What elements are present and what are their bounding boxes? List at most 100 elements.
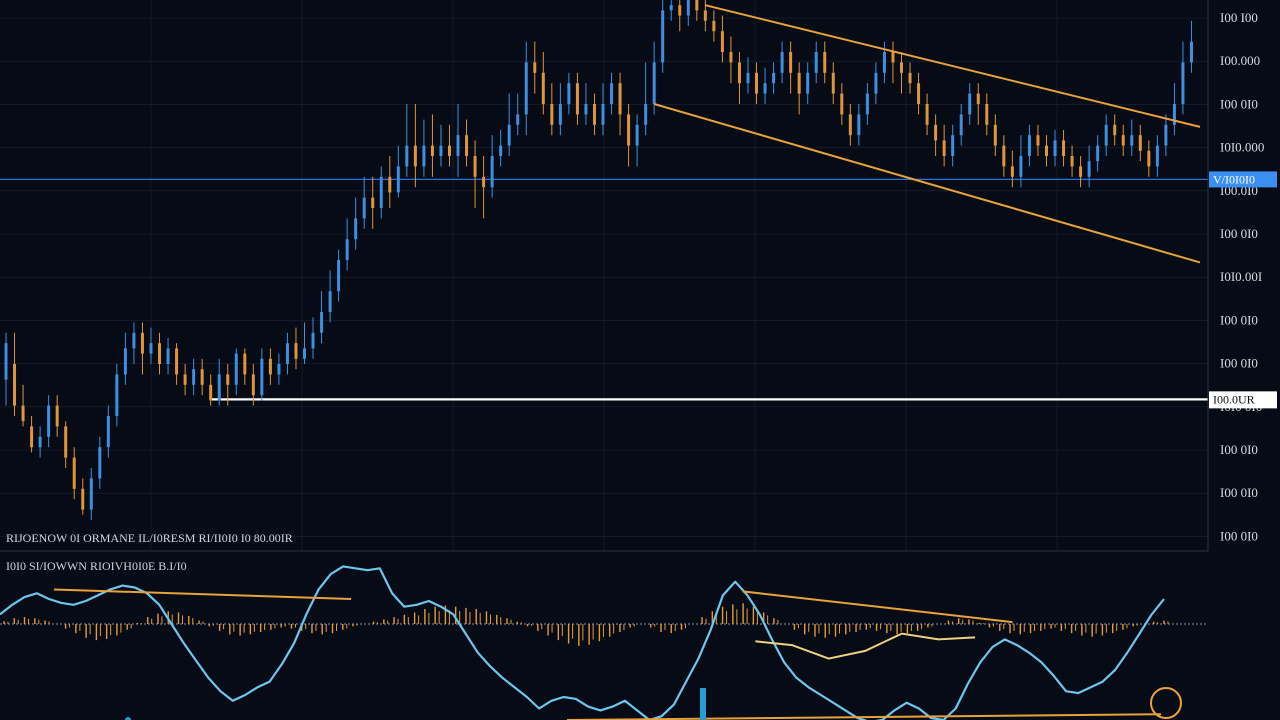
- candle-up[interactable]: [490, 156, 494, 188]
- candle-up[interactable]: [780, 52, 784, 73]
- candle-up[interactable]: [405, 145, 409, 167]
- candle-down[interactable]: [712, 20, 716, 32]
- candle-down[interactable]: [840, 93, 844, 115]
- candle-down[interactable]: [925, 104, 929, 125]
- candle-down[interactable]: [592, 104, 596, 125]
- candle-up[interactable]: [882, 52, 886, 73]
- candle-down[interactable]: [30, 426, 34, 448]
- candle-down[interactable]: [1070, 156, 1074, 167]
- candle-up[interactable]: [1019, 156, 1023, 177]
- candle-up[interactable]: [865, 93, 869, 115]
- candle-down[interactable]: [848, 114, 852, 136]
- candle-down[interactable]: [1044, 145, 1048, 156]
- candle-down[interactable]: [550, 104, 554, 125]
- candle-up[interactable]: [192, 369, 196, 385]
- candle-up[interactable]: [285, 343, 289, 364]
- oscillator-trendline[interactable]: [742, 590, 1013, 624]
- candle-up[interactable]: [311, 332, 315, 349]
- candle-up[interactable]: [277, 364, 281, 375]
- candle-down[interactable]: [1062, 140, 1066, 156]
- candle-up[interactable]: [1104, 124, 1108, 146]
- candle-up[interactable]: [669, 5, 673, 11]
- candle-up[interactable]: [806, 72, 810, 94]
- candle-down[interactable]: [388, 176, 392, 193]
- candle-up[interactable]: [89, 478, 93, 510]
- candle-down[interactable]: [831, 72, 835, 94]
- candle-up[interactable]: [1155, 145, 1159, 167]
- candle-down[interactable]: [294, 343, 298, 359]
- candle-down[interactable]: [158, 343, 162, 364]
- candle-up[interactable]: [601, 104, 605, 125]
- candle-up[interactable]: [1189, 41, 1193, 63]
- candle-up[interactable]: [106, 416, 110, 448]
- candle-down[interactable]: [1010, 166, 1014, 177]
- candle-down[interactable]: [917, 83, 921, 104]
- candle-down[interactable]: [1036, 135, 1040, 146]
- candle-up[interactable]: [328, 291, 332, 312]
- trendline[interactable]: [653, 103, 1201, 264]
- candle-down[interactable]: [55, 405, 59, 427]
- candle-up[interactable]: [567, 83, 571, 104]
- candle-up[interactable]: [1130, 135, 1134, 146]
- candle-up[interactable]: [635, 124, 639, 146]
- candle-down[interactable]: [200, 369, 204, 385]
- candle-down[interactable]: [430, 145, 434, 156]
- candle-down[interactable]: [13, 364, 17, 406]
- candle-down[interactable]: [226, 374, 230, 385]
- candle-up[interactable]: [149, 343, 153, 354]
- candle-up[interactable]: [379, 176, 383, 208]
- candle-up[interactable]: [1096, 145, 1100, 162]
- candle-down[interactable]: [413, 145, 417, 167]
- candle-down[interactable]: [985, 104, 989, 125]
- candle-up[interactable]: [303, 348, 306, 359]
- candle-down[interactable]: [678, 5, 682, 16]
- candle-down[interactable]: [251, 374, 255, 396]
- candle-down[interactable]: [183, 374, 187, 385]
- candle-up[interactable]: [166, 348, 170, 364]
- candle-down[interactable]: [140, 332, 144, 354]
- candle-down[interactable]: [533, 62, 537, 73]
- candle-up[interactable]: [516, 114, 520, 125]
- candle-up[interactable]: [959, 114, 963, 136]
- candlestick-series[interactable]: [4, 0, 1193, 520]
- trendlines[interactable]: [653, 4, 1201, 264]
- candle-down[interactable]: [1138, 135, 1142, 151]
- candle-up[interactable]: [558, 104, 562, 125]
- candle-up[interactable]: [661, 10, 665, 63]
- candle-down[interactable]: [482, 176, 486, 188]
- candle-down[interactable]: [695, 0, 699, 11]
- candle-up[interactable]: [439, 145, 443, 156]
- candle-down[interactable]: [823, 52, 827, 73]
- highlight-circle[interactable]: [1150, 687, 1182, 719]
- signal-line[interactable]: [755, 632, 976, 660]
- candle-down[interactable]: [703, 10, 707, 21]
- candle-up[interactable]: [422, 145, 426, 167]
- candle-down[interactable]: [541, 72, 545, 104]
- candle-down[interactable]: [575, 83, 579, 115]
- candle-down[interactable]: [465, 135, 469, 156]
- trendline[interactable]: [705, 4, 1201, 128]
- candle-up[interactable]: [123, 348, 127, 375]
- candle-up[interactable]: [686, 0, 690, 16]
- candle-down[interactable]: [934, 124, 938, 141]
- candle-down[interactable]: [993, 124, 997, 146]
- candle-up[interactable]: [337, 260, 341, 292]
- candle-up[interactable]: [4, 343, 8, 380]
- candle-down[interactable]: [1147, 150, 1151, 167]
- candle-up[interactable]: [1164, 124, 1168, 146]
- candle-up[interactable]: [217, 374, 221, 401]
- candle-down[interactable]: [473, 156, 477, 177]
- oscillator-trendline[interactable]: [53, 588, 352, 601]
- candle-up[interactable]: [1172, 104, 1176, 125]
- candle-up[interactable]: [584, 104, 588, 115]
- candle-up[interactable]: [362, 197, 366, 219]
- candle-down[interactable]: [908, 72, 912, 84]
- candle-up[interactable]: [610, 83, 614, 104]
- candle-down[interactable]: [72, 457, 76, 489]
- candle-up[interactable]: [874, 72, 878, 94]
- candle-up[interactable]: [499, 145, 503, 156]
- candle-up[interactable]: [644, 104, 648, 125]
- candle-up[interactable]: [507, 124, 511, 146]
- candle-down[interactable]: [21, 405, 25, 422]
- candle-down[interactable]: [720, 31, 724, 52]
